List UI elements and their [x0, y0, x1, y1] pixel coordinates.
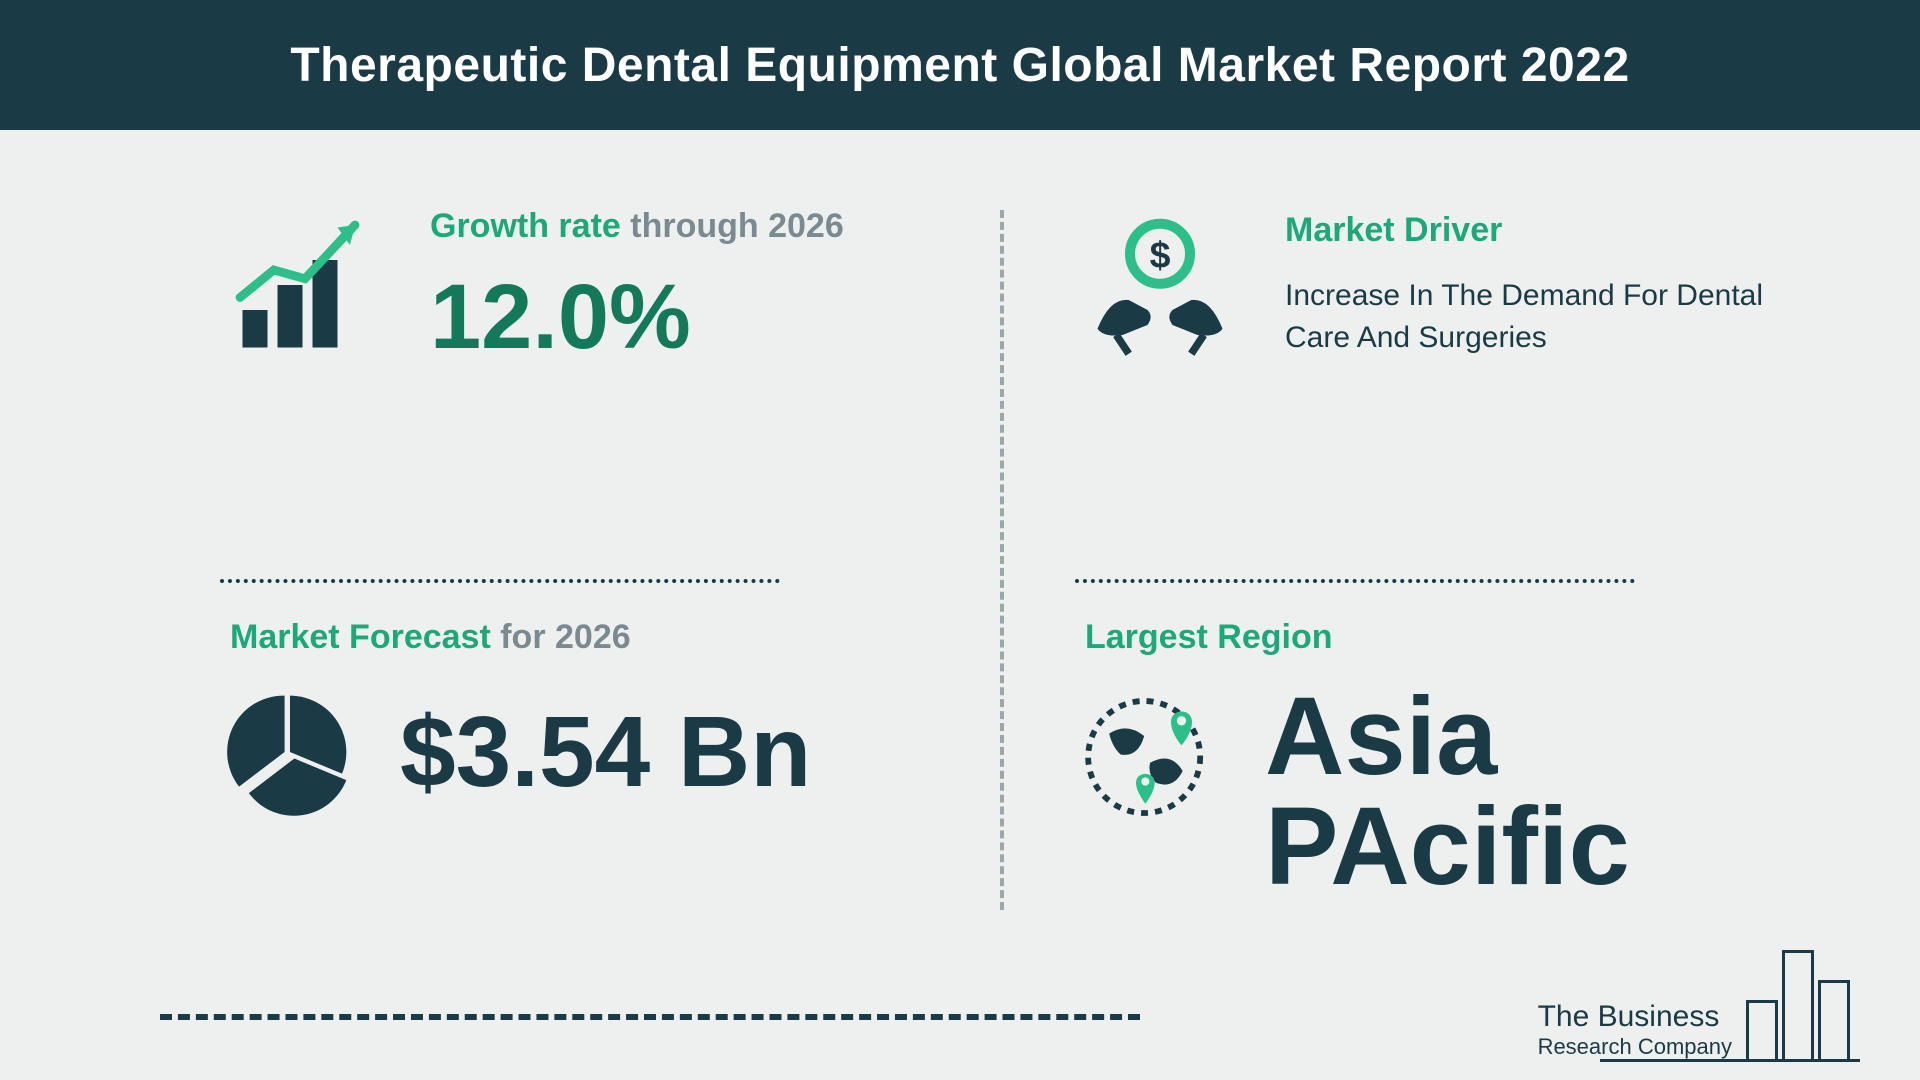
- region-label: Largest Region: [1085, 618, 1770, 657]
- vertical-divider: [1000, 210, 1004, 910]
- growth-label-rest: through 2026: [621, 207, 844, 245]
- dots-divider-right: [1075, 579, 1635, 583]
- forecast-value: $3.54 Bn: [400, 702, 811, 802]
- bar-chart-arrow-icon: [220, 200, 390, 370]
- driver-text: Increase In The Demand For Dental Care A…: [1285, 275, 1770, 359]
- svg-text:$: $: [1150, 234, 1171, 276]
- pie-chart-icon: [220, 682, 360, 822]
- forecast-cell: Market Forecast for 2026 $3.54 Bn: [220, 569, 915, 1041]
- growth-label: Growth rate through 2026: [430, 207, 844, 246]
- logo-baseline: [1600, 1059, 1860, 1062]
- growth-label-accent: Growth rate: [430, 207, 621, 245]
- region-value-line2: PAcific: [1265, 792, 1630, 902]
- brc-logo: The Business Research Company: [1538, 950, 1850, 1060]
- info-grid: Growth rate through 2026 12.0% $: [220, 200, 1770, 1040]
- logo-bars-icon: [1746, 950, 1850, 1060]
- dots-divider-left: [220, 579, 780, 583]
- forecast-label: Market Forecast for 2026: [230, 618, 915, 657]
- growth-value: 12.0%: [430, 271, 844, 363]
- forecast-label-accent: Market Forecast: [230, 618, 491, 656]
- content-area: Growth rate through 2026 12.0% $: [0, 130, 1920, 1080]
- logo-line2: Research Company: [1538, 1034, 1732, 1060]
- logo-line1: The Business: [1538, 1000, 1732, 1034]
- page-title: Therapeutic Dental Equipment Global Mark…: [290, 38, 1629, 93]
- forecast-label-rest: for 2026: [491, 618, 631, 656]
- hands-coin-icon: $: [1075, 200, 1245, 370]
- bottom-dash-line: [160, 1014, 1140, 1020]
- driver-label: Market Driver: [1285, 211, 1770, 250]
- header-bar: Therapeutic Dental Equipment Global Mark…: [0, 0, 1920, 130]
- globe-pins-icon: [1075, 682, 1225, 832]
- region-value-line1: Asia: [1265, 682, 1630, 792]
- driver-cell: $ Market Driver Increase In The Demand F…: [1075, 200, 1770, 509]
- growth-cell: Growth rate through 2026 12.0%: [220, 200, 915, 509]
